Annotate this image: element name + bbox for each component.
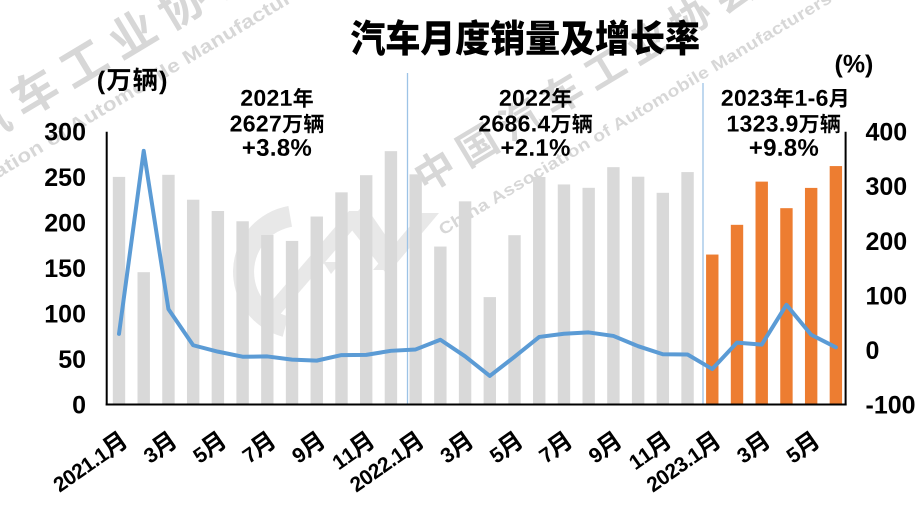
svg-text:0: 0 xyxy=(72,391,86,419)
svg-text:250: 250 xyxy=(44,164,86,192)
svg-text:100: 100 xyxy=(866,282,908,310)
svg-text:0: 0 xyxy=(866,337,880,365)
svg-text:-100: -100 xyxy=(866,391,916,419)
svg-text:100: 100 xyxy=(44,301,86,329)
svg-text:200: 200 xyxy=(866,228,908,256)
svg-text:300: 300 xyxy=(866,173,908,201)
svg-text:(%): (%) xyxy=(835,50,874,78)
svg-text:200: 200 xyxy=(44,210,86,238)
svg-text:50: 50 xyxy=(58,346,86,374)
svg-text:400: 400 xyxy=(866,119,908,147)
svg-text:300: 300 xyxy=(44,119,86,147)
svg-text:150: 150 xyxy=(44,255,86,283)
